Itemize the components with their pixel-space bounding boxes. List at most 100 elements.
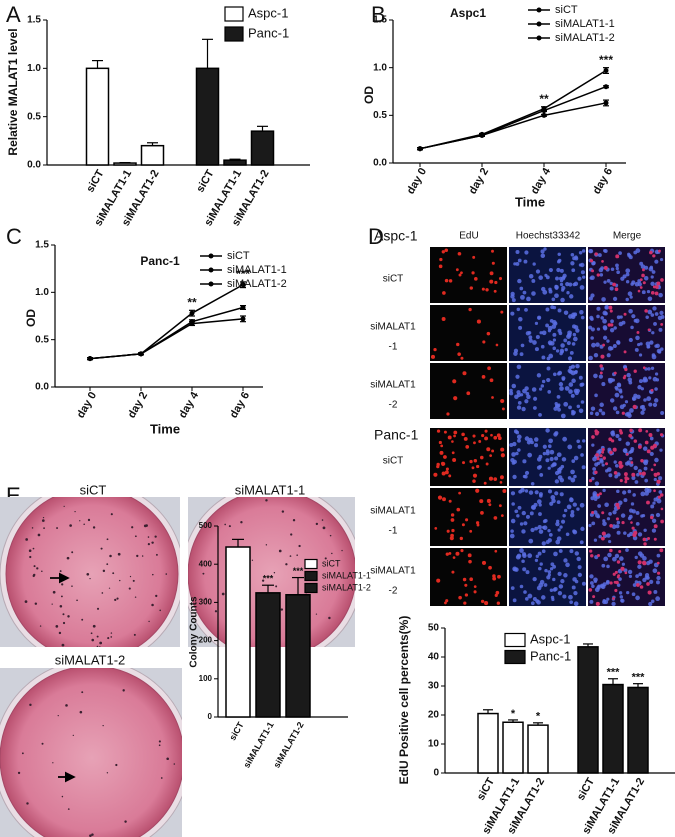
point (189, 310, 195, 316)
nucleus (618, 591, 623, 595)
nucleus (650, 281, 655, 286)
nucleus (511, 502, 515, 506)
nucleus (557, 528, 561, 532)
edu-nucleus (480, 599, 485, 604)
nucleus (631, 280, 636, 285)
significance-label: * (536, 711, 541, 723)
edu-nucleus (652, 254, 656, 258)
nucleus (606, 533, 611, 538)
colony-speck (37, 533, 41, 537)
edu-nucleus (448, 499, 452, 503)
nucleus (613, 460, 617, 464)
edu-nucleus (495, 343, 499, 347)
nucleus (548, 289, 553, 294)
edu-nucleus (472, 255, 476, 259)
edu-nucleus (594, 252, 598, 256)
point (479, 132, 485, 138)
nucleus (610, 267, 615, 272)
nucleus (515, 451, 519, 456)
legend-label: Panc-1 (248, 25, 289, 40)
colony-speck (298, 544, 301, 548)
edu-nucleus (591, 435, 595, 439)
edu-nucleus (500, 453, 505, 458)
edu-nucleus (479, 499, 484, 504)
nucleus (601, 382, 606, 387)
nucleus (566, 504, 572, 510)
edu-nucleus (460, 271, 463, 275)
edu-nucleus (589, 259, 594, 263)
colony-speck (273, 571, 276, 574)
colony-speck (158, 740, 161, 743)
edu-nucleus (659, 433, 664, 437)
edu-nucleus (476, 464, 480, 469)
colony-speck (41, 742, 44, 745)
nucleus (654, 312, 659, 316)
edu-nucleus (656, 281, 661, 286)
colony-speck (108, 587, 111, 589)
edu-nucleus (456, 507, 461, 512)
nucleus (570, 393, 575, 398)
edu-nucleus (465, 445, 470, 449)
edu-nucleus (493, 435, 498, 440)
nucleus (528, 338, 533, 343)
row-label: -2 (389, 400, 398, 411)
edu-nucleus (488, 565, 492, 570)
colony-speck (204, 597, 207, 600)
edu-nucleus (448, 551, 452, 555)
nucleus (524, 489, 529, 493)
nucleus (602, 519, 606, 523)
legend-marker (208, 267, 214, 273)
edu-nucleus (447, 435, 452, 440)
nucleus (606, 517, 611, 521)
nucleus (630, 449, 634, 453)
colony-speck (25, 538, 28, 541)
colony-speck (67, 808, 70, 810)
nucleus (594, 481, 600, 486)
nucleus (547, 444, 552, 449)
edu-nucleus (660, 322, 664, 326)
significance-label: *** (632, 672, 646, 684)
nucleus (581, 275, 586, 279)
edu-nucleus (446, 412, 450, 416)
edu-nucleus (444, 470, 449, 475)
edu-nucleus (436, 578, 441, 583)
nucleus (563, 508, 568, 513)
nucleus (559, 268, 564, 273)
nucleus (537, 566, 542, 571)
nucleus (562, 594, 567, 599)
nucleus (537, 551, 542, 556)
nucleus (592, 467, 597, 471)
nucleus (568, 405, 572, 410)
nucleus (569, 294, 574, 299)
nucleus (652, 568, 658, 574)
y-tick-label: 1.0 (35, 287, 49, 298)
x-tick-label: siCT (475, 776, 497, 803)
colony-speck (315, 522, 319, 526)
nucleus (549, 501, 554, 506)
nucleus (618, 251, 622, 255)
colony-speck (251, 559, 254, 561)
colony-speck (202, 572, 205, 575)
nucleus (622, 274, 627, 279)
edu-nucleus (480, 511, 484, 515)
edu-nucleus (474, 277, 478, 281)
nucleus (549, 456, 554, 462)
nucleus (559, 348, 565, 353)
edu-nucleus (660, 519, 664, 524)
nucleus (573, 601, 579, 607)
legend-swatch (224, 26, 244, 42)
nucleus (576, 507, 580, 511)
edu-nucleus (499, 475, 504, 480)
nucleus (534, 347, 539, 352)
nucleus (551, 462, 557, 467)
row-label: siMALAT1 (370, 506, 416, 517)
nucleus (538, 492, 543, 497)
nucleus (588, 355, 593, 361)
edu-nucleus (649, 250, 653, 255)
nucleus (656, 428, 660, 432)
nucleus (620, 598, 624, 603)
nucleus (602, 310, 608, 316)
nucleus (573, 281, 579, 286)
nucleus (545, 449, 550, 454)
colony-speck (110, 636, 113, 638)
